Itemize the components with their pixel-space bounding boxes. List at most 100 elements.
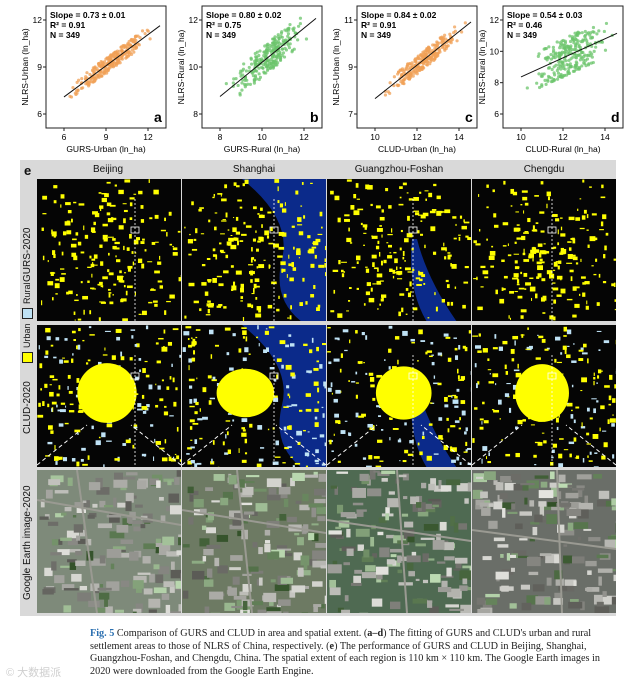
settlement-patch <box>169 376 172 380</box>
scatter-point <box>133 37 137 41</box>
settlement-patch <box>273 395 278 399</box>
settlement-patch <box>453 237 457 240</box>
settlement-patch <box>391 228 393 233</box>
y-tick-label: 6 <box>494 109 499 119</box>
building <box>320 565 326 569</box>
settlement-patch <box>213 193 216 197</box>
building <box>509 554 516 558</box>
settlement-patch <box>191 201 194 206</box>
settlement-patch <box>332 269 339 272</box>
settlement-patch <box>109 301 114 305</box>
settlement-patch <box>365 335 368 340</box>
settlement-patch <box>589 451 592 455</box>
settlement-patch <box>534 293 538 299</box>
settlement-patch <box>71 330 76 334</box>
slope-label: Slope = 0.54 ± 0.03 <box>507 10 583 20</box>
settlement-patch <box>131 335 134 339</box>
settlement-patch <box>475 345 482 349</box>
settlement-patch <box>136 343 140 348</box>
settlement-patch <box>212 277 217 283</box>
settlement-patch <box>546 270 553 275</box>
building <box>228 475 237 485</box>
settlement-patch <box>532 225 535 231</box>
settlement-patch <box>130 329 136 331</box>
settlement-patch <box>388 366 391 370</box>
row-header-clud-2020: CLUD-2020 <box>22 381 33 434</box>
building <box>97 523 113 529</box>
settlement-patch <box>506 383 511 385</box>
settlement-patch <box>265 347 269 352</box>
building <box>390 548 403 553</box>
settlement-patch <box>99 244 103 248</box>
building <box>534 514 543 523</box>
scatter-point <box>132 50 136 54</box>
building <box>245 475 260 478</box>
building <box>280 577 294 584</box>
settlement-patch <box>275 440 279 446</box>
settlement-patch <box>555 336 561 341</box>
settlement-patch <box>365 184 370 190</box>
building <box>446 479 461 486</box>
building <box>67 559 77 563</box>
settlement-patch <box>524 202 529 206</box>
settlement-patch <box>516 224 520 226</box>
settlement-patch <box>169 243 173 246</box>
settlement-patch <box>66 220 70 225</box>
scatter-point <box>248 82 252 86</box>
settlement-patch <box>299 302 303 307</box>
settlement-patch <box>289 315 292 320</box>
building <box>79 585 88 591</box>
settlement-patch <box>376 280 381 285</box>
building <box>135 603 143 613</box>
scatter-point <box>244 69 249 73</box>
road <box>76 470 98 613</box>
building <box>315 542 326 548</box>
settlement-patch <box>71 252 77 257</box>
building <box>47 521 59 526</box>
settlement-patch <box>204 291 209 296</box>
settlement-patch <box>482 270 489 275</box>
settlement-patch <box>190 439 193 441</box>
settlement-patch <box>335 389 341 394</box>
settlement-patch <box>577 208 579 211</box>
scatter-point <box>443 47 447 51</box>
settlement-patch <box>78 328 81 332</box>
settlement-patch <box>327 351 331 353</box>
settlement-patch <box>562 345 567 350</box>
building <box>506 553 511 561</box>
building <box>464 498 469 504</box>
building <box>267 551 280 560</box>
scatter-point <box>234 77 238 81</box>
settlement-patch <box>575 217 581 221</box>
settlement-patch <box>94 212 100 218</box>
settlement-patch <box>499 298 505 304</box>
settlement-patch <box>529 286 536 292</box>
settlement-patch <box>239 240 244 242</box>
settlement-patch <box>47 441 53 445</box>
building <box>403 529 415 539</box>
settlement-patch <box>350 205 355 210</box>
settlement-patch <box>317 387 320 393</box>
settlement-patch <box>238 448 240 453</box>
settlement-patch <box>598 273 601 278</box>
settlement-patch <box>604 385 610 388</box>
settlement-patch <box>430 341 434 345</box>
settlement-patch <box>303 215 306 219</box>
scatter-point <box>579 55 583 59</box>
settlement-patch <box>464 265 469 269</box>
scatter-point <box>105 56 110 60</box>
settlement-patch <box>392 269 396 274</box>
settlement-patch <box>512 384 518 390</box>
settlement-patch <box>38 345 40 350</box>
settlement-patch <box>212 440 215 445</box>
settlement-patch <box>310 294 315 298</box>
settlement-patch <box>80 458 84 462</box>
settlement-patch <box>482 446 488 451</box>
scatter-point <box>148 37 152 41</box>
settlement-patch <box>489 250 496 256</box>
column-header-shanghai: Shanghai <box>232 164 276 175</box>
y-axis-label: NLRS-Urban (ln_ha) <box>20 28 30 106</box>
focus-box <box>408 372 418 380</box>
settlement-patch <box>521 190 528 193</box>
settlement-patch <box>112 294 114 296</box>
